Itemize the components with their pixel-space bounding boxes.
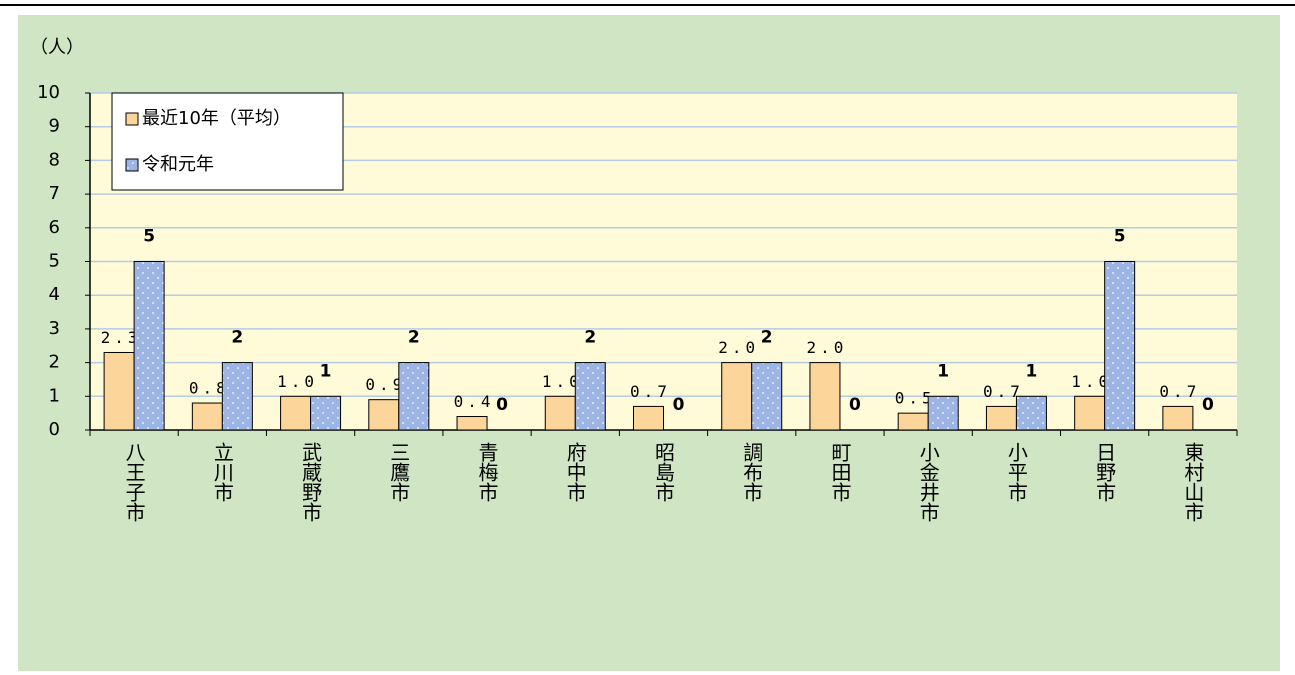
x-tick-label: 八王子市 — [122, 442, 146, 522]
x-tick-label: 調布市 — [740, 442, 764, 502]
x-tick-label: 小平市 — [1004, 442, 1028, 502]
bar — [103, 351, 135, 431]
x-tick-label: 立川市 — [210, 442, 234, 502]
bar — [280, 395, 312, 431]
value-label: 2.3 — [101, 328, 142, 347]
value-label: 2 — [408, 328, 420, 348]
bar — [456, 416, 488, 431]
value-label: 0.7 — [983, 382, 1024, 401]
bar — [1162, 405, 1194, 431]
value-label: 1 — [1026, 361, 1038, 381]
value-label: 0.7 — [1159, 382, 1200, 401]
value-label: 0.4 — [454, 392, 495, 411]
bar — [927, 395, 959, 431]
bar — [544, 395, 576, 431]
value-label: 1.0 — [1071, 372, 1112, 391]
x-tick-label: 日野市 — [1093, 442, 1117, 502]
value-label: 1.0 — [277, 372, 318, 391]
x-tick-label: 三鷹市 — [387, 442, 411, 502]
y-tick-label: 7 — [49, 183, 60, 204]
value-label: 0.8 — [189, 379, 230, 398]
bar — [751, 362, 783, 431]
y-tick-label: 2 — [49, 352, 60, 373]
legend-swatch — [125, 112, 139, 126]
x-tick-label: 町田市 — [828, 442, 852, 502]
bar — [191, 402, 223, 431]
x-tick-label: 武蔵野市 — [299, 442, 323, 522]
y-tick-label: 8 — [49, 149, 60, 170]
y-axis-label: （人） — [30, 37, 84, 58]
x-tick-label: 東村山市 — [1181, 442, 1205, 522]
value-label: 2.0 — [807, 338, 848, 357]
bar — [368, 399, 400, 431]
value-label: 0 — [673, 395, 685, 415]
y-tick-label: 10 — [37, 82, 60, 103]
bar — [633, 405, 664, 431]
value-label: 1 — [320, 361, 332, 381]
y-tick-label: 5 — [49, 251, 60, 272]
legend-box — [111, 92, 344, 191]
value-label: 0 — [849, 395, 861, 415]
x-tick-label: 昭島市 — [652, 442, 676, 502]
bar — [809, 362, 841, 431]
value-label: 0.7 — [630, 382, 671, 401]
y-tick-label: 9 — [49, 116, 60, 137]
y-tick-label: 6 — [49, 217, 60, 238]
y-tick-label: 4 — [49, 284, 60, 305]
legend-label: 令和元年 — [142, 154, 214, 175]
value-label: 0.9 — [365, 375, 406, 394]
y-tick-label: 3 — [49, 318, 60, 339]
value-label: 2 — [584, 328, 596, 348]
value-label: 1 — [937, 361, 949, 381]
value-label: 0 — [1202, 395, 1214, 415]
bar — [574, 362, 606, 431]
legend-label: 最近10年（平均） — [142, 108, 291, 129]
x-tick-label: 小金井市 — [916, 442, 940, 522]
bar — [985, 405, 1017, 431]
value-label: 1.0 — [542, 372, 583, 391]
x-tick-label: 府中市 — [563, 442, 587, 502]
x-tick-label: 青梅市 — [475, 442, 499, 502]
legend-swatch — [125, 158, 139, 172]
bar — [721, 362, 753, 431]
bar — [310, 395, 342, 431]
y-tick-label: 0 — [49, 419, 60, 440]
value-label: 0.5 — [895, 389, 936, 408]
value-label: 2.0 — [718, 338, 759, 357]
bar — [398, 362, 430, 431]
bar — [1104, 261, 1136, 431]
bar — [1074, 395, 1106, 431]
y-tick-label: 1 — [49, 385, 60, 406]
value-label: 5 — [143, 227, 155, 247]
bar — [133, 261, 165, 431]
value-label: 2 — [231, 328, 243, 348]
bar — [897, 412, 929, 431]
bar — [1015, 395, 1047, 431]
value-label: 0 — [496, 395, 508, 415]
value-label: 5 — [1114, 227, 1126, 247]
bar — [221, 362, 253, 431]
value-label: 2 — [761, 328, 773, 348]
